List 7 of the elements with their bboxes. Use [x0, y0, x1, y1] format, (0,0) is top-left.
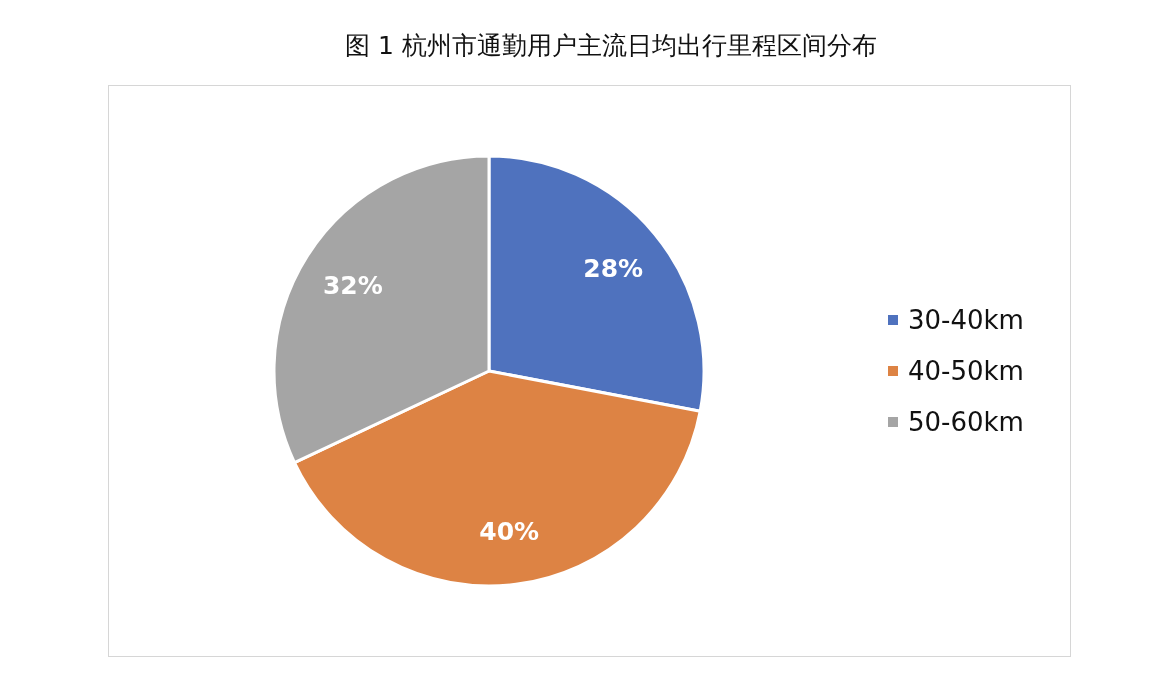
legend-label: 30-40km: [908, 305, 1024, 335]
data-label: 28%: [583, 254, 644, 284]
chart-title: 图 1 杭州市通勤用户主流日均出行里程区间分布: [345, 31, 877, 60]
legend-label: 40-50km: [908, 356, 1024, 386]
data-label: 32%: [322, 270, 383, 300]
data-label: 40%: [479, 516, 540, 546]
legend-label: 50-60km: [908, 407, 1024, 437]
